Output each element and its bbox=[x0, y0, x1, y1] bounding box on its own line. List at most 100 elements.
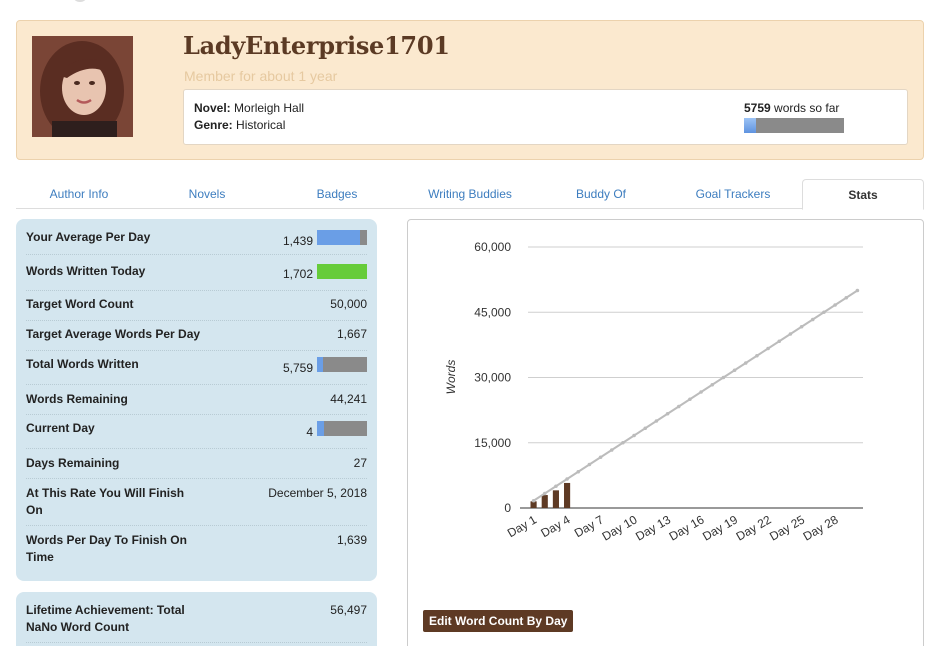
stat-row-target-average: Target Average Words Per Day 1,667 bbox=[26, 321, 367, 351]
stat-value: 56,497 bbox=[330, 603, 367, 617]
stat-label: Target Word Count bbox=[26, 297, 134, 311]
word-count-chart: 0 15,000 30,000 45,000 60,000 Words Day 1 Day 4… bbox=[444, 240, 863, 544]
stat-value: 1,639 bbox=[336, 533, 367, 547]
target-point bbox=[855, 288, 860, 293]
stat-value: 5,759 bbox=[282, 361, 313, 375]
target-point bbox=[576, 469, 581, 474]
stat-row-days-remaining: Days Remaining 27 bbox=[26, 449, 367, 479]
target-point bbox=[554, 484, 558, 489]
target-point bbox=[565, 477, 569, 481]
genre-value: Historical bbox=[236, 118, 286, 132]
stat-value: 1,439 bbox=[282, 234, 313, 248]
y-tick-label: 60,000 bbox=[474, 240, 511, 254]
target-point bbox=[665, 411, 670, 416]
lifetime-panel: Lifetime Achievement: Total NaNo Word Co… bbox=[16, 592, 377, 646]
stat-bar-fill bbox=[317, 357, 323, 372]
stat-bar bbox=[317, 264, 367, 279]
target-point bbox=[732, 368, 737, 373]
target-point bbox=[688, 397, 692, 402]
novel-title[interactable]: Morleigh Hall bbox=[234, 101, 305, 115]
stat-bar-fill bbox=[317, 264, 367, 279]
tab-goal-trackers[interactable]: Goal Trackers bbox=[695, 187, 771, 201]
bar-day-1 bbox=[530, 501, 537, 508]
target-point bbox=[632, 433, 636, 438]
y-tick-label: 30,000 bbox=[474, 371, 511, 385]
target-point bbox=[755, 353, 759, 358]
avatar-photo bbox=[32, 36, 133, 137]
stat-value: 1,702 bbox=[282, 267, 313, 281]
target-point bbox=[609, 448, 614, 452]
x-tick-label: Day 10 bbox=[600, 512, 640, 543]
stat-bar bbox=[317, 230, 367, 245]
tab-author-info[interactable]: Author Info bbox=[49, 187, 109, 201]
username: LadyEnterprise1701 bbox=[183, 31, 450, 60]
stat-row-current-day: Current Day 4 bbox=[26, 415, 367, 449]
tab-stats[interactable]: Stats bbox=[802, 179, 924, 210]
stat-row-total-words: Total Words Written 5,759 bbox=[26, 351, 367, 385]
member-since: Member for about 1 year bbox=[184, 68, 338, 84]
stat-label: At This Rate You Will Finish On bbox=[26, 486, 185, 517]
bar-day-4 bbox=[564, 482, 571, 508]
target-point bbox=[676, 404, 681, 409]
chart-panel: 0 15,000 30,000 45,000 60,000 Words Day 1 Day 4… bbox=[407, 219, 924, 646]
tab-writing-buddies[interactable]: Writing Buddies bbox=[428, 187, 512, 201]
bar-day-2 bbox=[541, 495, 548, 508]
target-point bbox=[643, 426, 648, 431]
stat-label: Words Remaining bbox=[26, 392, 128, 406]
tab-badges[interactable]: Badges bbox=[316, 187, 358, 201]
stat-bar-fill bbox=[317, 421, 324, 436]
target-point bbox=[833, 303, 837, 307]
stat-label: Current Day bbox=[26, 421, 95, 435]
stat-label: Words Written Today bbox=[26, 264, 146, 278]
novel-line: Novel: Morleigh Hall bbox=[194, 101, 304, 115]
x-tick-label: Day 16 bbox=[667, 512, 707, 543]
profile-header: LadyEnterprise1701 Member for about 1 ye… bbox=[16, 20, 924, 160]
x-tick-label: Day 19 bbox=[700, 512, 740, 543]
target-point bbox=[654, 419, 659, 423]
target-point bbox=[621, 440, 625, 445]
y-tick-label: 0 bbox=[504, 501, 511, 515]
words-so-far-suffix: words so far bbox=[770, 101, 840, 115]
stat-row-target-word-count: Target Word Count 50,000 bbox=[26, 291, 367, 321]
tab-buddy-of[interactable]: Buddy Of bbox=[575, 187, 627, 201]
stat-bar bbox=[317, 357, 367, 372]
genre-line: Genre: Historical bbox=[194, 118, 285, 132]
avatar[interactable] bbox=[32, 36, 133, 137]
x-tick-label: Day 25 bbox=[767, 512, 807, 543]
x-tick-label: Day 1 bbox=[505, 512, 539, 540]
stat-label: Target Average Words Per Day bbox=[26, 327, 201, 341]
words-so-far: 5759 words so far bbox=[744, 101, 839, 115]
stat-value: 44,241 bbox=[330, 392, 367, 406]
stat-label: Lifetime Achievement: Total NaNo Word Co… bbox=[26, 603, 185, 634]
bar-day-3 bbox=[552, 490, 559, 508]
stat-row-words-per-day-to-finish: Words Per Day To Finish On Time 1,639 bbox=[26, 526, 367, 574]
stat-bar-fill bbox=[317, 230, 360, 245]
x-tick-label: Day 13 bbox=[633, 512, 673, 543]
target-point bbox=[721, 375, 726, 380]
stat-label: Total Words Written bbox=[26, 357, 139, 371]
target-point bbox=[810, 317, 815, 322]
words-so-far-count: 5759 bbox=[744, 101, 771, 115]
y-tick-label: 45,000 bbox=[474, 305, 511, 319]
novel-card: Novel: Morleigh Hall Genre: Historical 5… bbox=[183, 89, 908, 145]
words-progress-fill bbox=[744, 118, 756, 133]
stat-value: December 5, 2018 bbox=[268, 486, 367, 500]
stat-label: Days Remaining bbox=[26, 456, 120, 470]
y-tick-label: 15,000 bbox=[474, 436, 511, 450]
stats-panel: Your Average Per Day 1,439 Words Written… bbox=[16, 219, 377, 581]
target-point bbox=[844, 295, 849, 300]
target-point bbox=[531, 498, 536, 503]
edit-word-count-button[interactable]: Edit Word Count By Day bbox=[423, 610, 574, 632]
stat-value: 27 bbox=[353, 456, 367, 470]
stat-label: Your Average Per Day bbox=[26, 230, 151, 244]
target-point bbox=[788, 332, 793, 336]
stat-row-finish-date: At This Rate You Will Finish On December… bbox=[26, 479, 367, 526]
stat-value: 4 bbox=[306, 425, 313, 439]
target-point bbox=[766, 346, 770, 351]
tab-novels[interactable]: Novels bbox=[188, 187, 226, 201]
stat-row-words-today: Words Written Today 1,702 bbox=[26, 255, 367, 291]
x-tick-label: Day 22 bbox=[734, 512, 774, 543]
target-point bbox=[743, 361, 748, 365]
y-axis-title: Words bbox=[444, 360, 458, 395]
stat-bar bbox=[317, 421, 367, 436]
